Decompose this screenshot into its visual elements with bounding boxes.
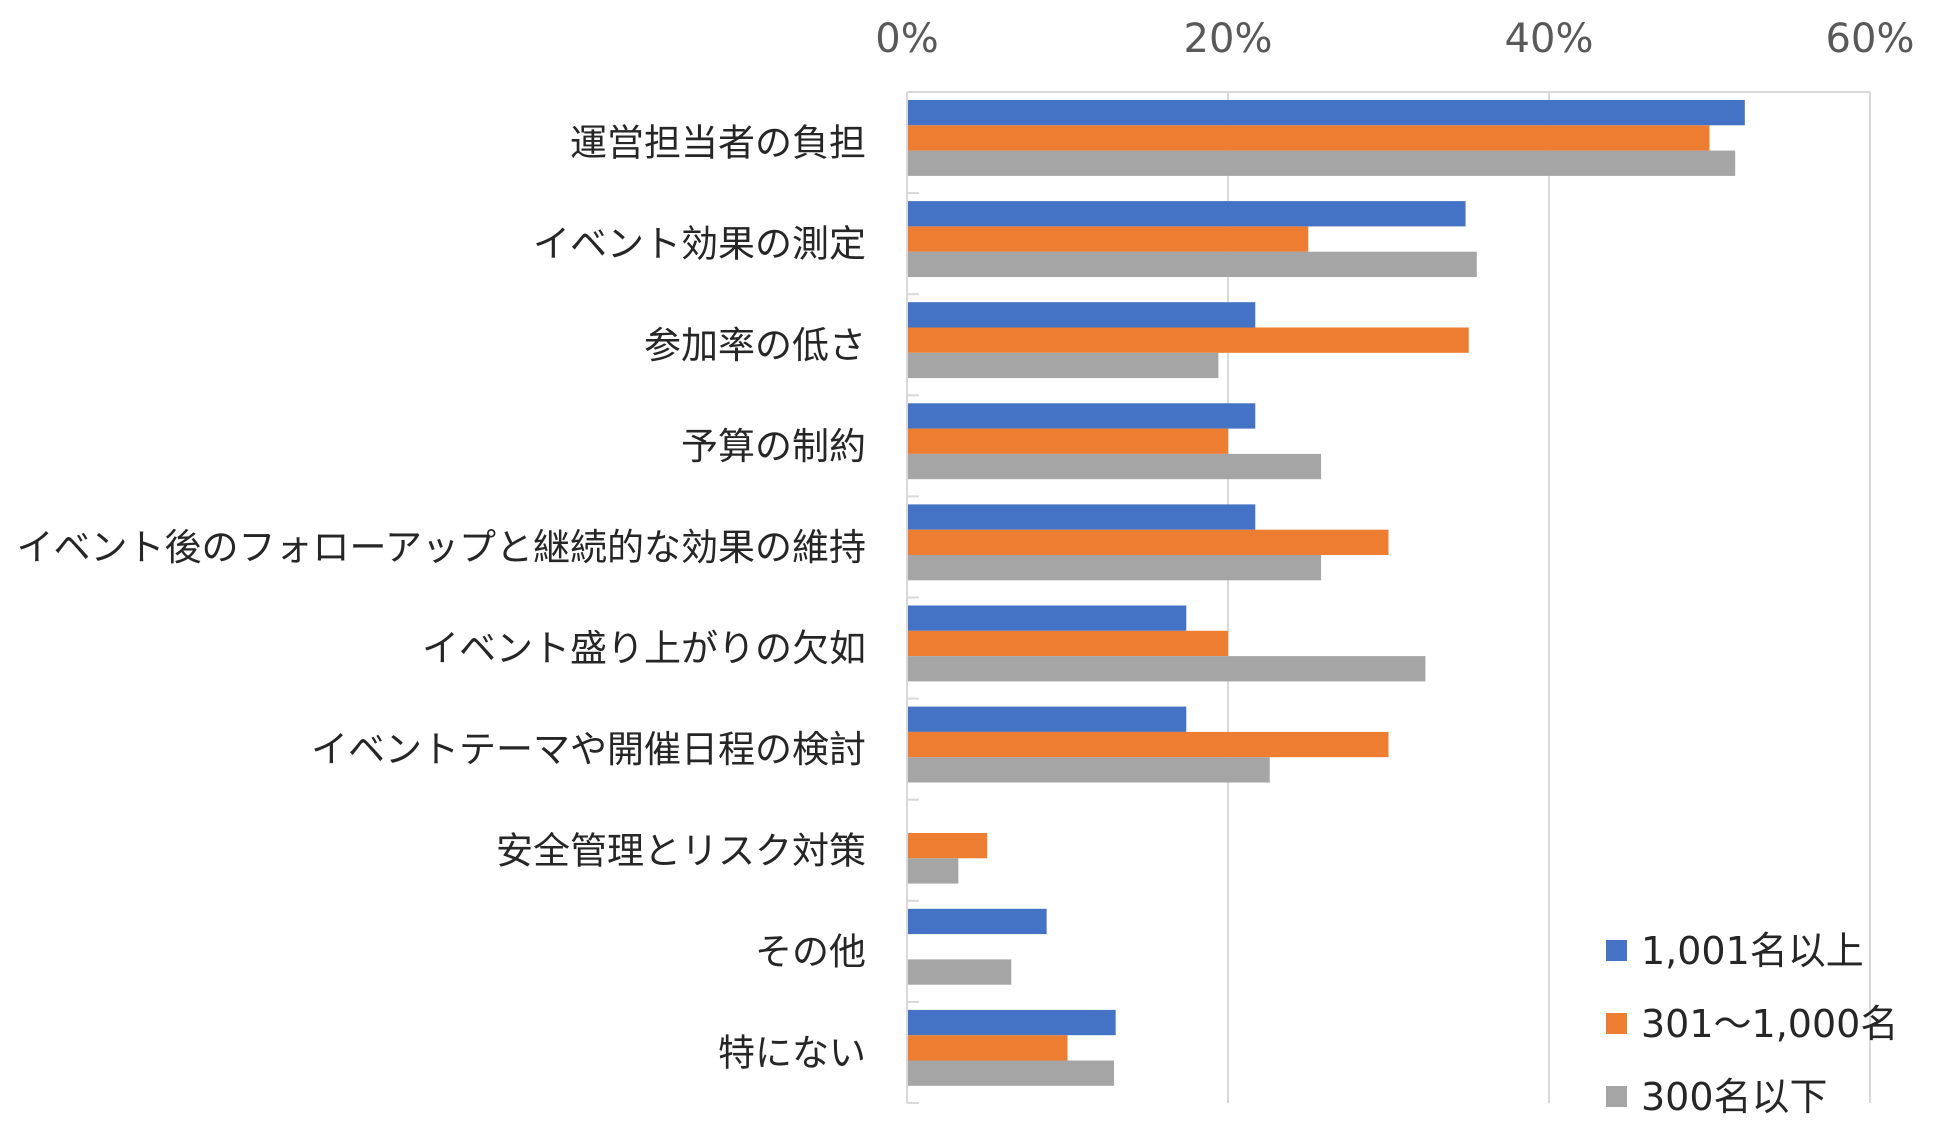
bar-2-8 (907, 833, 988, 859)
bar-2-2 (907, 226, 1309, 252)
bar-1-2 (907, 201, 1466, 227)
bar-3-5 (907, 555, 1322, 581)
x-tick-label: 60% (1826, 16, 1915, 62)
bar-3-4 (907, 453, 1322, 480)
bar-2-4 (907, 428, 1228, 454)
bar-1-7 (907, 706, 1187, 732)
bar-1-4 (907, 403, 1256, 429)
x-tick-label: 40% (1505, 16, 1594, 62)
category-label: イベントテーマや開催日程の検討 (311, 728, 866, 771)
legend-swatch-1 (1606, 940, 1627, 961)
bar-3-3 (907, 352, 1219, 379)
category-label: その他 (755, 930, 866, 973)
category-label: 予算の制約 (681, 425, 866, 468)
category-label: イベント効果の測定 (533, 223, 866, 266)
category-label: 運営担当者の負担 (570, 122, 866, 165)
category-labels: 運営担当者の負担イベント効果の測定参加率の低さ予算の制約イベント後のフォローアッ… (16, 122, 866, 1075)
bar-1-1 (907, 100, 1745, 126)
x-axis-ticks: 0% 20% 40% 60% (875, 16, 1914, 62)
category-label: 参加率の低さ (644, 324, 866, 367)
category-label: 特にない (718, 1031, 866, 1074)
x-tick-label: 0% (875, 16, 938, 62)
category-label: 安全管理とリスク対策 (496, 829, 866, 872)
bar-3-9 (907, 959, 1012, 985)
bar-1-5 (907, 504, 1256, 530)
legend-swatch-2 (1606, 1013, 1627, 1034)
bar-3-2 (907, 251, 1477, 277)
legend-label-2: 301～1,000名 (1641, 1002, 1898, 1046)
legend-label-3: 300名以下 (1641, 1075, 1828, 1119)
bar-1-6 (907, 605, 1187, 631)
legend-swatch-3 (1606, 1086, 1627, 1107)
bar-3-8 (907, 858, 959, 884)
bar-1-10 (907, 1009, 1116, 1036)
category-axis (906, 91, 919, 1104)
category-label: イベント後のフォローアップと継続的な効果の維持 (16, 526, 866, 569)
x-tick-label: 20% (1184, 16, 1273, 62)
bar-2-5 (907, 529, 1389, 555)
bar-2-3 (907, 327, 1469, 353)
bar-3-7 (907, 757, 1270, 783)
legend-label-1: 1,001名以上 (1641, 929, 1864, 973)
bar-3-10 (907, 1060, 1115, 1086)
bar-3-1 (907, 150, 1736, 176)
bars (907, 100, 1745, 1086)
legend: 1,001名以上 301～1,000名 300名以下 (1606, 929, 1898, 1119)
bar-2-7 (907, 731, 1389, 758)
bar-2-6 (907, 630, 1228, 657)
bar-1-9 (907, 908, 1047, 935)
bar-3-6 (907, 656, 1426, 682)
category-label: イベント盛り上がりの欠如 (422, 627, 866, 670)
bar-2-10 (907, 1035, 1068, 1061)
bar-1-3 (907, 302, 1256, 328)
bar-2-1 (907, 125, 1710, 151)
